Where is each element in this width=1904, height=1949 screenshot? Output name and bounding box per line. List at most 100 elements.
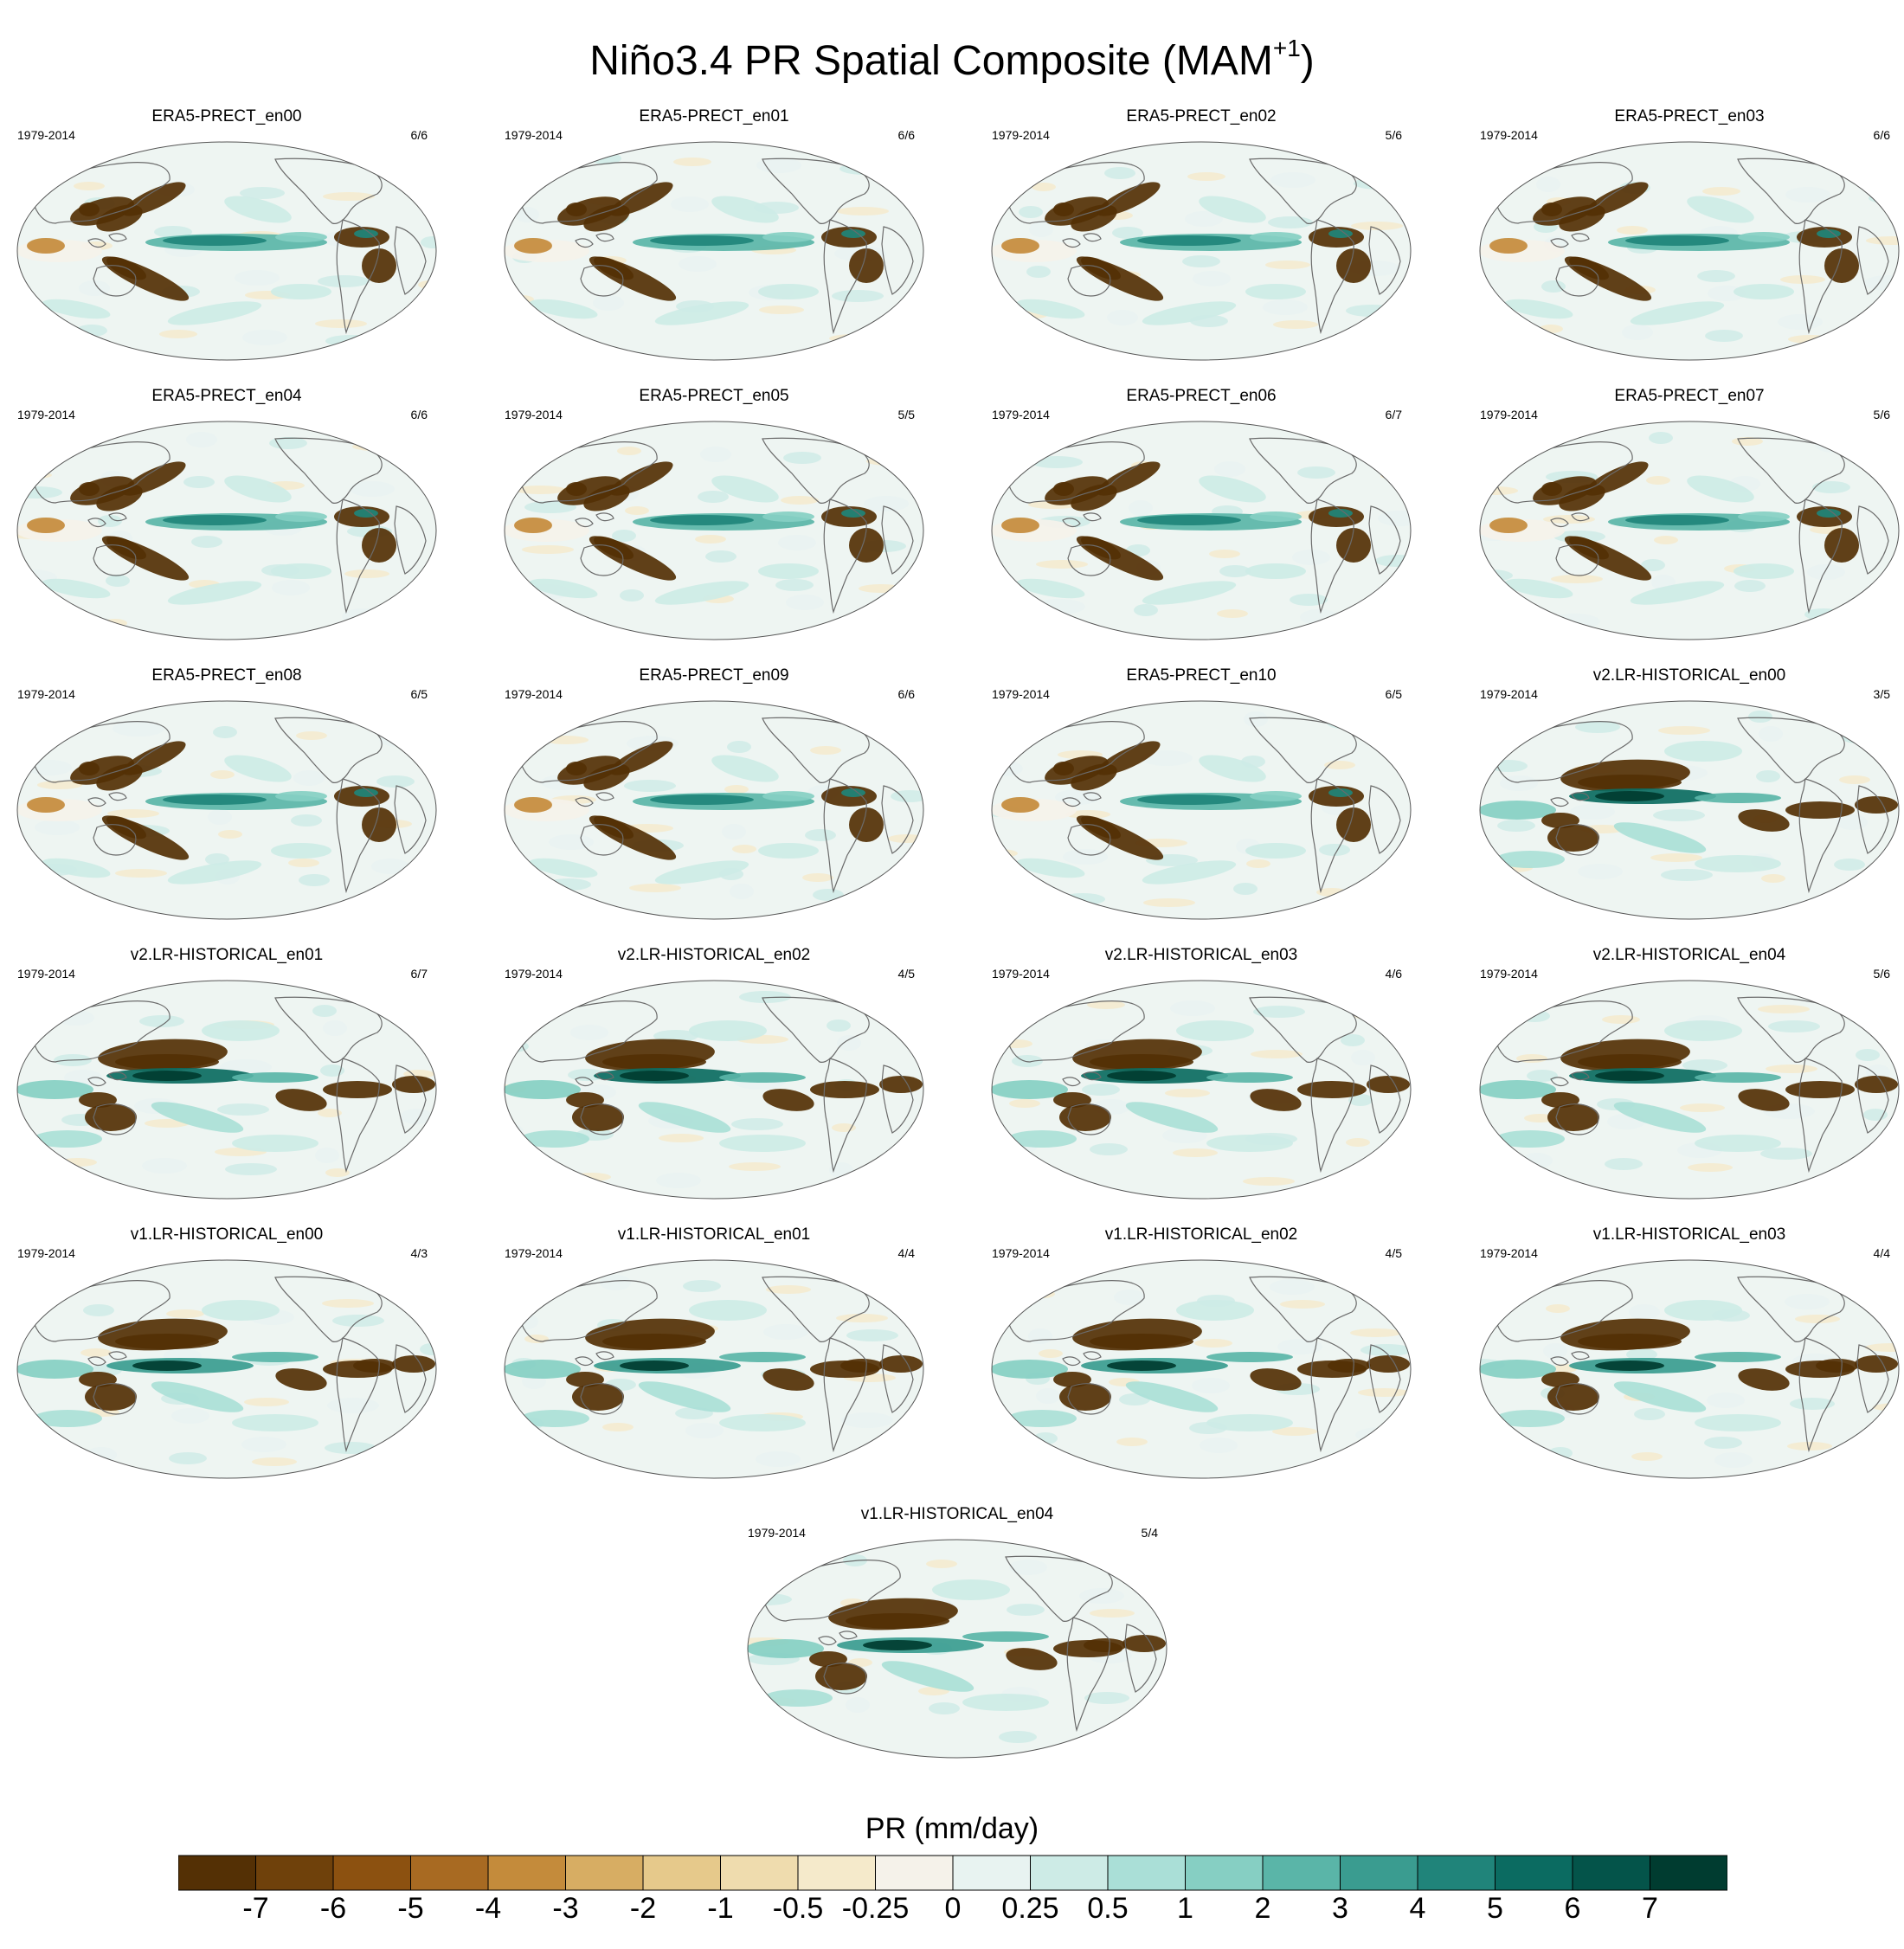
- coastline: [274, 158, 383, 224]
- coastline: [108, 792, 127, 801]
- coastline: [1798, 778, 1843, 894]
- coastline: [881, 1065, 914, 1134]
- panel-event-count: 6/5: [410, 687, 428, 701]
- coastline: [274, 437, 383, 504]
- coastline: [1249, 1276, 1357, 1342]
- map-border: [991, 700, 1412, 920]
- coastline: [519, 1000, 658, 1063]
- map-plot: [1479, 980, 1900, 1200]
- colorbar-segment: [1572, 1855, 1650, 1891]
- coastline: [1249, 717, 1357, 783]
- map-plot: [1479, 421, 1900, 640]
- colorbar-segment: [255, 1855, 334, 1891]
- figure-title-superscript: +1: [1272, 35, 1301, 61]
- panel-title: ERA5-PRECT_en03: [1614, 107, 1765, 125]
- map-border: [16, 700, 437, 920]
- coastline: [595, 792, 614, 801]
- coastline: [823, 499, 867, 614]
- colorbar-segment: [1262, 1855, 1341, 1891]
- coastline: [881, 226, 914, 295]
- panel-period: 1979-2014: [992, 967, 1050, 981]
- colorbar-tick-label: 4: [1409, 1892, 1426, 1925]
- map-border: [16, 141, 437, 361]
- coastline: [394, 1344, 427, 1413]
- coastline: [87, 518, 106, 528]
- panel-period: 1979-2014: [992, 128, 1050, 142]
- coastline: [1310, 219, 1354, 335]
- map-border: [16, 980, 437, 1200]
- coastline: [1083, 512, 1102, 522]
- coastline: [336, 219, 380, 335]
- panel-period: 1979-2014: [505, 408, 563, 421]
- map-border: [991, 980, 1412, 1200]
- coastline: [1005, 1555, 1113, 1622]
- coastline: [1062, 518, 1081, 528]
- coastline: [336, 1337, 380, 1453]
- panel-event-count: 4/4: [1873, 1246, 1890, 1260]
- panel-event-count: 3/5: [1873, 687, 1890, 701]
- colorbar: [178, 1855, 1727, 1891]
- coastline: [1495, 441, 1633, 504]
- panel-period: 1979-2014: [17, 687, 75, 701]
- panel-event-count: 4/5: [1385, 1246, 1402, 1260]
- coastline: [823, 1058, 867, 1174]
- coastline: [1335, 707, 1363, 724]
- coastline: [108, 1351, 127, 1360]
- precip-field: [1480, 1260, 1899, 1478]
- coastline: [1495, 1280, 1633, 1342]
- coastline: [1856, 785, 1889, 854]
- coastline: [93, 544, 137, 576]
- panel-period: 1979-2014: [505, 687, 563, 701]
- coastline: [519, 162, 658, 224]
- coastline: [394, 785, 427, 854]
- colorbar-tick-labels: -7 -6 -5 -4 -3 -2 -1 -0.5 -0.25 0 0.25 0.5 1 2 3 4 5 6 7: [0, 1891, 1904, 1929]
- map-border: [747, 1539, 1167, 1759]
- coastline: [1007, 721, 1145, 783]
- precip-field: [17, 981, 436, 1199]
- coastline: [1335, 987, 1363, 1004]
- coastline: [394, 1065, 427, 1134]
- coastline: [1067, 1103, 1111, 1135]
- coastline: [1856, 1344, 1889, 1413]
- map-border: [991, 1259, 1412, 1479]
- coastline: [1555, 544, 1599, 576]
- coastline: [762, 437, 870, 504]
- coastline: [519, 721, 658, 783]
- colorbar-segment: [178, 1855, 256, 1891]
- colorbar-tick-label: -7: [242, 1892, 269, 1925]
- coastline: [1824, 987, 1851, 1004]
- coastline: [394, 226, 427, 295]
- coastline: [1249, 996, 1357, 1063]
- coastline: [1310, 778, 1354, 894]
- precip-field: [505, 701, 923, 919]
- coastline: [274, 1276, 383, 1342]
- coastline: [93, 824, 137, 856]
- panel-event-count: 4/6: [1385, 967, 1402, 981]
- panel-title: v1.LR-HISTORICAL_en02: [1104, 1225, 1298, 1244]
- precip-field: [748, 1540, 1167, 1758]
- panel-title: ERA5-PRECT_en06: [1126, 387, 1277, 405]
- coastline: [274, 996, 383, 1063]
- coastline: [1824, 707, 1851, 724]
- colorbar-tick-label: 0.5: [1087, 1892, 1129, 1925]
- coastline: [87, 797, 106, 807]
- coastline: [881, 505, 914, 575]
- panel-period: 1979-2014: [505, 1246, 563, 1260]
- map-panel: ERA5-PRECT_en06 1979-2014 6/7: [985, 387, 1418, 664]
- coastline: [1856, 505, 1889, 575]
- map-panel: v2.LR-HISTORICAL_en01 1979-2014 6/7: [10, 946, 443, 1223]
- colorbar-segment: [797, 1855, 876, 1891]
- precip-field: [992, 421, 1411, 640]
- coastline: [848, 987, 876, 1004]
- coastline: [1083, 1071, 1102, 1081]
- map-panel: v1.LR-HISTORICAL_en04 1979-2014 5/4: [741, 1505, 1174, 1782]
- coastline: [87, 1356, 106, 1367]
- precip-field: [1480, 701, 1899, 919]
- panel-event-count: 5/6: [1873, 967, 1890, 981]
- coastline: [1007, 441, 1145, 504]
- panel-period: 1979-2014: [992, 408, 1050, 421]
- panel-event-count: 6/7: [410, 967, 428, 981]
- coastline: [1737, 158, 1845, 224]
- colorbar-segment: [1417, 1855, 1496, 1891]
- panel-title: v1.LR-HISTORICAL_en04: [860, 1505, 1054, 1523]
